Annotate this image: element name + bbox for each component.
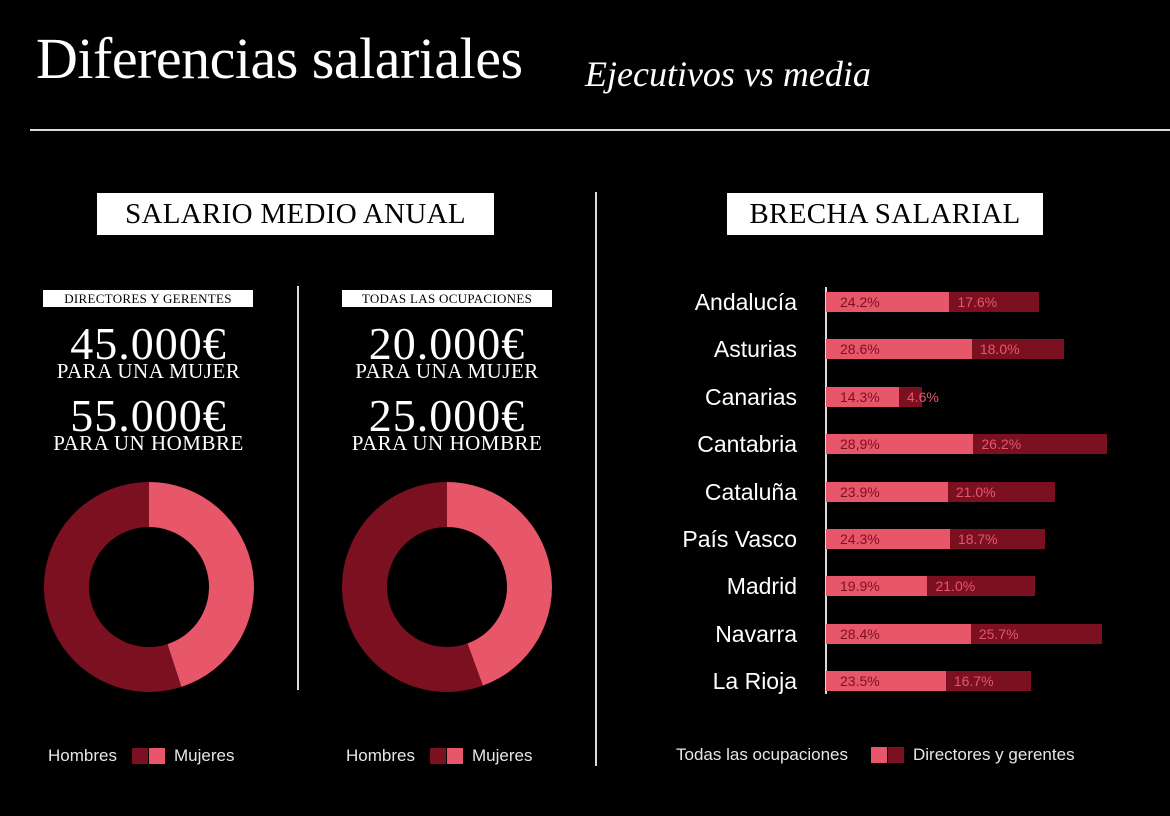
bar-value-label: 16.7% bbox=[953, 673, 994, 690]
directors-woman-caption: PARA UNA MUJER bbox=[56, 359, 241, 383]
bar-value-label: 23.9% bbox=[840, 483, 880, 500]
bar-value-label: 25.7% bbox=[978, 625, 1019, 642]
legend-label-directors: Directores y gerentes bbox=[913, 745, 1075, 764]
bar-chart-axis bbox=[825, 287, 827, 694]
page-subtitle: Ejecutivos vs media bbox=[585, 54, 871, 94]
donut-segment-women bbox=[149, 482, 254, 687]
legend-label-men: Hombres bbox=[48, 746, 117, 765]
donut-segment-men bbox=[342, 482, 483, 692]
gap-section-label: BRECHA SALARIAL bbox=[727, 193, 1043, 235]
bar-value-label: 23.5% bbox=[840, 673, 880, 690]
bar-all-occupations bbox=[826, 434, 974, 455]
bar-value-label: 21.0% bbox=[955, 483, 996, 500]
bar-value-label: 24.2% bbox=[840, 294, 880, 310]
bar-value-label: 26.2% bbox=[981, 436, 1022, 453]
bar-directors bbox=[971, 339, 1064, 360]
panel-divider bbox=[297, 286, 299, 690]
bar-all-occupations bbox=[826, 292, 950, 312]
bar-directors bbox=[927, 576, 1035, 597]
legend-swatch-men bbox=[132, 748, 148, 764]
bar-directors bbox=[949, 529, 1046, 549]
directors-woman-amount: 45.000€ bbox=[70, 318, 227, 369]
directors-man-caption: PARA UN HOMBRE bbox=[53, 431, 244, 455]
bar-value-label: 18.7% bbox=[957, 531, 998, 547]
legend-swatch-women bbox=[149, 748, 165, 764]
legend-swatch-directors bbox=[888, 747, 904, 763]
region-label: Cataluña bbox=[704, 478, 797, 505]
all-occupations-panel-label: TODAS LAS OCUPACIONES bbox=[342, 290, 552, 307]
legend-swatch-women bbox=[447, 748, 463, 764]
page-title: Diferencias salariales bbox=[36, 26, 523, 91]
bar-value-label: 28,9% bbox=[840, 436, 880, 453]
directors-man-amount: 55.000€ bbox=[70, 390, 227, 441]
all-man-amount: 25.000€ bbox=[368, 390, 526, 441]
legend-label-all-occupations: Todas las ocupaciones bbox=[676, 745, 849, 764]
region-label: La Rioja bbox=[712, 668, 797, 695]
region-label: Madrid bbox=[726, 573, 797, 600]
bar-value-label: 4.6% bbox=[906, 388, 939, 405]
bar-value-label: 28.6% bbox=[840, 341, 880, 358]
directors-donut-chart bbox=[43, 482, 254, 692]
all-occupations-donut-chart bbox=[342, 482, 552, 692]
bar-directors bbox=[949, 292, 1040, 312]
bar-all-occupations bbox=[826, 671, 946, 692]
bar-value-label: 18.0% bbox=[979, 341, 1020, 358]
all-man-caption: PARA UN HOMBRE bbox=[351, 431, 543, 455]
all-woman-amount: 20.000€ bbox=[368, 318, 526, 369]
bar-value-label: 14.3% bbox=[840, 388, 880, 405]
bar-directors bbox=[947, 481, 1055, 502]
region-label: Navarra bbox=[715, 620, 797, 647]
salary-section-label: SALARIO MEDIO ANUAL bbox=[97, 193, 494, 235]
header-divider bbox=[30, 129, 1170, 131]
bar-directors bbox=[970, 623, 1102, 644]
bar-value-label: 24.3% bbox=[840, 531, 880, 547]
bar-all-occupations bbox=[826, 339, 972, 360]
bar-all-occupations bbox=[826, 576, 928, 597]
bar-all-occupations bbox=[826, 529, 950, 549]
bar-all-occupations bbox=[826, 481, 948, 502]
legend-label-men: Hombres bbox=[346, 746, 415, 765]
section-divider bbox=[595, 192, 597, 766]
bar-value-label: 17.6% bbox=[957, 294, 998, 310]
bar-directors bbox=[973, 434, 1107, 455]
bar-directors bbox=[898, 386, 923, 407]
all-woman-caption: PARA UNA MUJER bbox=[355, 359, 539, 383]
legend-swatch-men bbox=[430, 748, 446, 764]
bar-value-label: 21.0% bbox=[935, 578, 976, 595]
legend-swatch-all-occupations bbox=[871, 747, 887, 763]
bar-value-label: 19.9% bbox=[840, 578, 880, 595]
bar-all-occupations bbox=[826, 386, 899, 407]
bar-value-label: 28.4% bbox=[840, 625, 880, 642]
region-label: Andalucía bbox=[694, 289, 797, 315]
donut-segment-men bbox=[43, 482, 182, 692]
donut-segment-women bbox=[447, 482, 552, 686]
directors-panel-label: DIRECTORES Y GERENTES bbox=[43, 290, 253, 307]
bar-directors bbox=[945, 671, 1031, 692]
bar-all-occupations bbox=[826, 623, 971, 644]
region-label: País Vasco bbox=[682, 526, 797, 552]
legend-label-women: Mujeres bbox=[174, 746, 235, 765]
legend-label-women: Mujeres bbox=[472, 746, 533, 765]
